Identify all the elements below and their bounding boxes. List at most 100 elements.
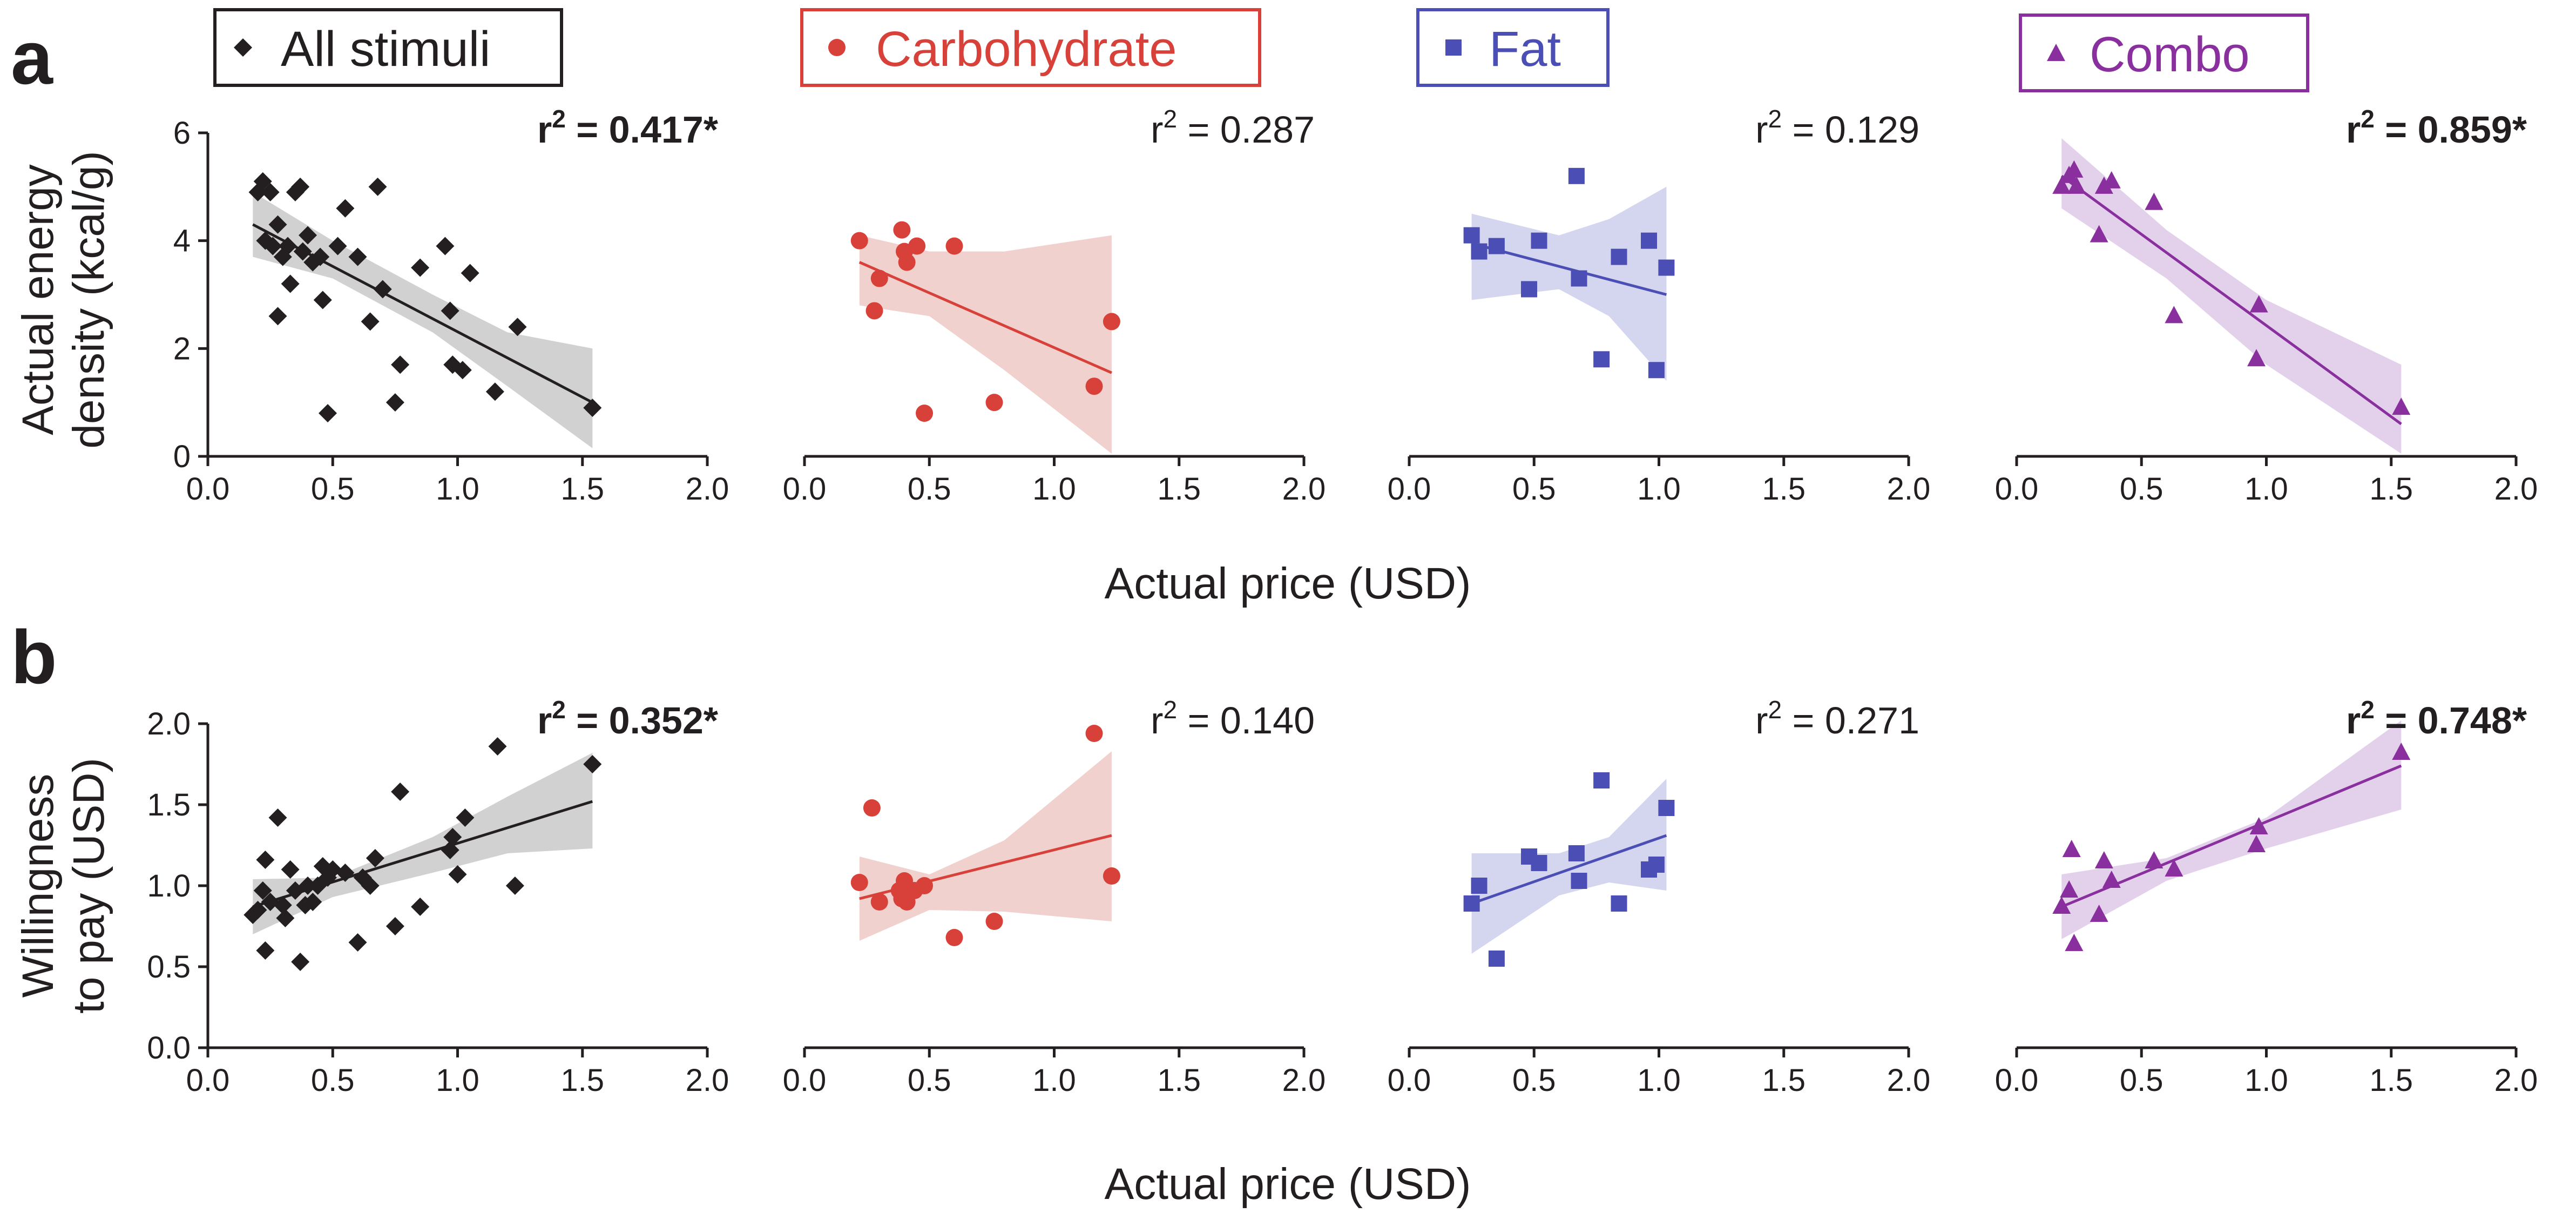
data-point [276,909,295,927]
r-squared-label: r2 = 0.352* [537,696,719,742]
r-squared-label: r2 = 0.748* [2346,696,2527,742]
data-point [291,953,310,971]
data-point [2145,851,2163,868]
data-point [273,896,292,914]
x-tick-label: 0.5 [2120,1063,2163,1098]
data-point [870,269,888,287]
confidence-band [253,192,593,448]
x-tick-label: 0.0 [186,1063,230,1098]
data-point [456,808,475,827]
x-tick-label: 0.5 [908,471,951,507]
data-point [2392,397,2411,415]
data-point [336,864,355,882]
legend-marker-triangle [2047,44,2065,61]
legend-marker-square [1445,39,1462,56]
data-point [281,860,300,879]
data-point [870,893,888,911]
data-point [2052,176,2071,194]
data-point [945,237,963,255]
data-point [319,404,337,423]
data-point [279,237,297,255]
data-point [311,247,330,266]
data-point [2065,160,2084,178]
x-tick-label: 0.0 [783,1063,827,1098]
data-point [1085,725,1103,742]
data-point [583,755,602,773]
legend-carb: Carbohydrate [800,8,1261,87]
x-tick-label: 1.5 [1157,1063,1201,1098]
data-point [2249,295,2268,313]
data-point [583,399,602,417]
data-point [1471,878,1488,894]
data-point [2392,743,2411,760]
plot-b-fat: 0.0 0.5 1.0 1.5 2.0 r2 = 0.271 [1388,696,1931,1098]
data-point [386,917,404,935]
legend-triangle-icon [2047,44,2065,61]
data-point [391,355,410,374]
data-point [268,215,287,234]
data-point [2102,871,2121,888]
data-point [328,237,347,255]
data-point [1593,772,1610,788]
data-point [2247,349,2266,367]
plot-a-combo: 0.0 0.5 1.0 1.5 2.0 r2 = 0.859* [1995,105,2538,507]
data-point [373,280,392,299]
data-point [1471,243,1488,260]
r-squared-label: r2 = 0.129 [1755,105,1919,151]
xlabel-row-b: Actual price (USD) [1105,1160,1471,1209]
data-point [411,898,430,916]
panel-label-a: a [11,15,53,100]
data-point [361,877,380,895]
plot-b-carbohydrate: 0.0 0.5 1.0 1.5 2.0 r2 = 0.140 [783,696,1326,1098]
x-tick-label: 0.0 [186,471,230,507]
confidence-band [1471,779,1667,954]
data-point [2052,897,2071,914]
data-point [256,941,275,960]
data-point [1568,167,1585,184]
legend-circle-icon [828,39,846,56]
data-point [1488,951,1505,967]
data-point [866,302,883,320]
data-point [1648,362,1665,379]
confidence-band [2061,720,2402,939]
legend-box-fat [1416,8,1610,87]
data-point [850,874,868,891]
data-point [2090,905,2108,922]
data-point [2090,225,2108,242]
data-point [448,865,467,884]
data-point [850,232,868,250]
data-point [268,307,287,326]
data-point [1611,248,1627,265]
x-tick-label: 1.0 [2244,1063,2288,1098]
data-point [441,841,459,859]
data-point [2145,192,2163,210]
data-point [2102,171,2121,188]
x-tick-label: 0.0 [1388,1063,1431,1098]
r-squared-label: r2 = 0.287 [1151,105,1315,151]
plot-a-all-stimuli: 0.0 0.5 1.0 1.5 2.0 0 2 4 6 r2 = 0.417* [173,105,729,507]
data-point [488,737,507,756]
data-point [391,783,410,801]
x-tick-label: 1.5 [560,1063,604,1098]
data-point [1641,232,1657,249]
ylabel-b-line1: Willingness [13,774,63,998]
data-point [2165,306,2183,323]
data-point [443,828,462,846]
data-point [1568,845,1585,861]
data-point [508,318,527,336]
legend-label-carb: Carbohydrate [876,22,1177,77]
data-point [2094,176,2113,194]
legend-combo: Combo [2019,14,2309,92]
data-point [1085,378,1103,395]
data-point [863,799,881,817]
data-point [898,253,916,271]
x-tick-label: 2.0 [1887,1063,1931,1098]
r-squared-label: r2 = 0.271 [1755,696,1919,742]
data-point [1648,857,1665,873]
x-tick-label: 0.5 [2120,471,2163,507]
x-tick-label: 1.0 [436,471,479,507]
data-point [1571,270,1587,287]
data-point [985,913,1003,930]
x-tick-label: 1.5 [1157,471,1201,507]
